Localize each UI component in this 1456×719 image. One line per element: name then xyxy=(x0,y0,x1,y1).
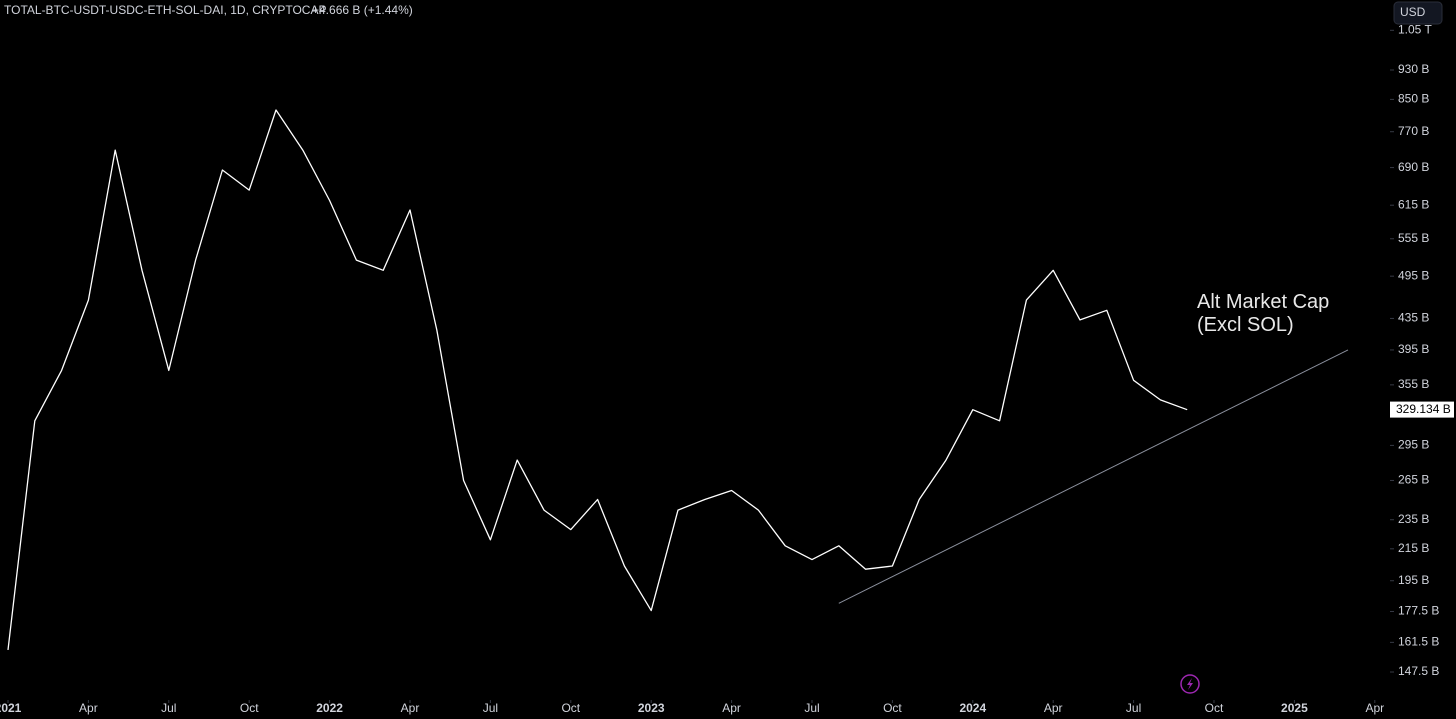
x-tick-label: Jul xyxy=(483,701,498,715)
y-tick-label: 195 B xyxy=(1398,573,1429,587)
y-tick-label: 235 B xyxy=(1398,512,1429,526)
y-tick-label: 177.5 B xyxy=(1398,604,1439,618)
annotation: Alt Market Cap (Excl SOL) xyxy=(1197,291,1329,336)
chart-title: TOTAL-BTC-USDT-USDC-ETH-SOL-DAI, 1D, CRY… xyxy=(4,3,326,17)
y-tick-label: 161.5 B xyxy=(1398,635,1439,649)
x-tick-label: Jul xyxy=(1126,701,1141,715)
currency-button[interactable] xyxy=(1393,1,1443,25)
y-tick-label: 690 B xyxy=(1398,160,1429,174)
x-tick-label: Apr xyxy=(79,701,98,715)
y-tick-label: 930 B xyxy=(1398,62,1429,76)
x-tick-label: Apr xyxy=(1044,701,1063,715)
y-tick-label: 555 B xyxy=(1398,231,1429,245)
lightning-icon[interactable] xyxy=(1180,674,1200,694)
x-tick-label: Apr xyxy=(401,701,420,715)
x-tick-label: Apr xyxy=(1365,701,1384,715)
x-tick-label: Oct xyxy=(240,701,259,715)
y-tick-label: 355 B xyxy=(1398,377,1429,391)
y-tick-label: 615 B xyxy=(1398,197,1429,211)
x-tick-label: 2024 xyxy=(959,701,986,715)
y-tick-label: 295 B xyxy=(1398,438,1429,452)
currency-label: USD xyxy=(1400,5,1426,19)
x-tick-label: 2021 xyxy=(0,701,22,715)
trendline xyxy=(838,349,1349,604)
x-tick-label: 2023 xyxy=(638,701,665,715)
y-tick-label: 147.5 B xyxy=(1398,664,1439,678)
x-tick-label: Jul xyxy=(804,701,819,715)
y-tick-label: 1.05 T xyxy=(1398,22,1432,36)
y-tick-label: 495 B xyxy=(1398,268,1429,282)
y-tick-label: 435 B xyxy=(1398,311,1429,325)
price-line xyxy=(7,109,1188,650)
last-price-box xyxy=(1390,401,1454,418)
x-tick-label: Oct xyxy=(561,701,580,715)
x-tick-label: 2022 xyxy=(316,701,343,715)
y-tick-label: 770 B xyxy=(1398,124,1429,138)
last-price-label: 329.134 B xyxy=(1396,402,1451,416)
y-tick-label: 215 B xyxy=(1398,541,1429,555)
y-tick-label: 395 B xyxy=(1398,342,1429,356)
x-tick-label: Apr xyxy=(722,701,741,715)
x-tick-label: 2025 xyxy=(1281,701,1308,715)
x-tick-label: Oct xyxy=(883,701,902,715)
y-tick-label: 850 B xyxy=(1398,92,1429,106)
x-tick-label: Jul xyxy=(161,701,176,715)
price-change: +4.666 B (+1.44%) xyxy=(312,3,413,17)
x-tick-label: Oct xyxy=(1205,701,1224,715)
y-tick-label: 265 B xyxy=(1398,473,1429,487)
